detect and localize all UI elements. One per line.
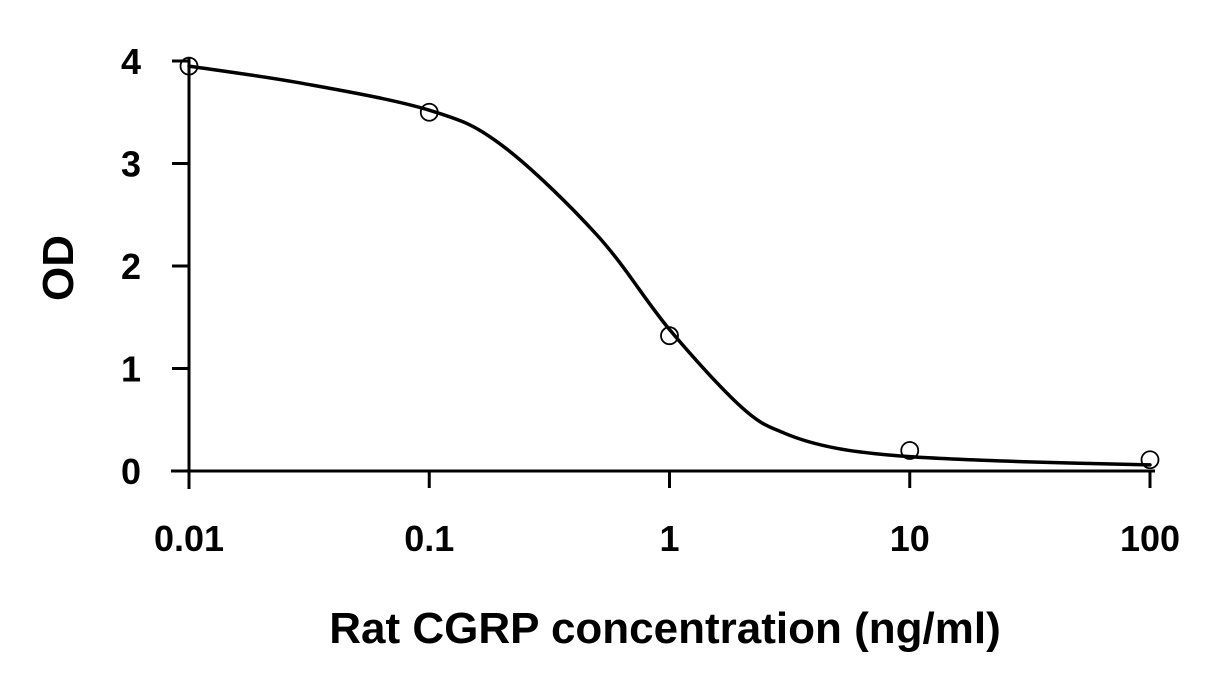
y-tick-label: 0 xyxy=(121,451,141,492)
x-tick-label: 100 xyxy=(1120,518,1180,559)
y-axis-title: OD xyxy=(34,235,83,301)
fitted-curve-layer xyxy=(187,64,1152,467)
data-point xyxy=(660,326,679,346)
data-point xyxy=(900,441,920,460)
y-tick-label: 3 xyxy=(121,144,141,185)
data-point xyxy=(179,56,199,76)
tick-labels-layer: 0 1 2 3 4 0.01 0.1 1 10 100 xyxy=(121,41,1180,559)
data-point xyxy=(419,102,439,122)
x-tick-label: 0.01 xyxy=(154,518,224,559)
x-tick-label: 10 xyxy=(890,518,930,559)
data-points-layer xyxy=(179,56,1160,470)
y-tick-label: 4 xyxy=(121,41,141,82)
y-tick-label: 2 xyxy=(121,246,141,287)
y-tick-label: 1 xyxy=(121,349,141,390)
data-point xyxy=(1140,450,1160,470)
x-axis-title: Rat CGRP concentration (ng/ml) xyxy=(329,604,1000,653)
fitted-curve-line xyxy=(187,64,1152,467)
x-tick-label: 1 xyxy=(659,518,679,559)
x-tick-label: 0.1 xyxy=(404,518,454,559)
axes xyxy=(171,57,1155,489)
